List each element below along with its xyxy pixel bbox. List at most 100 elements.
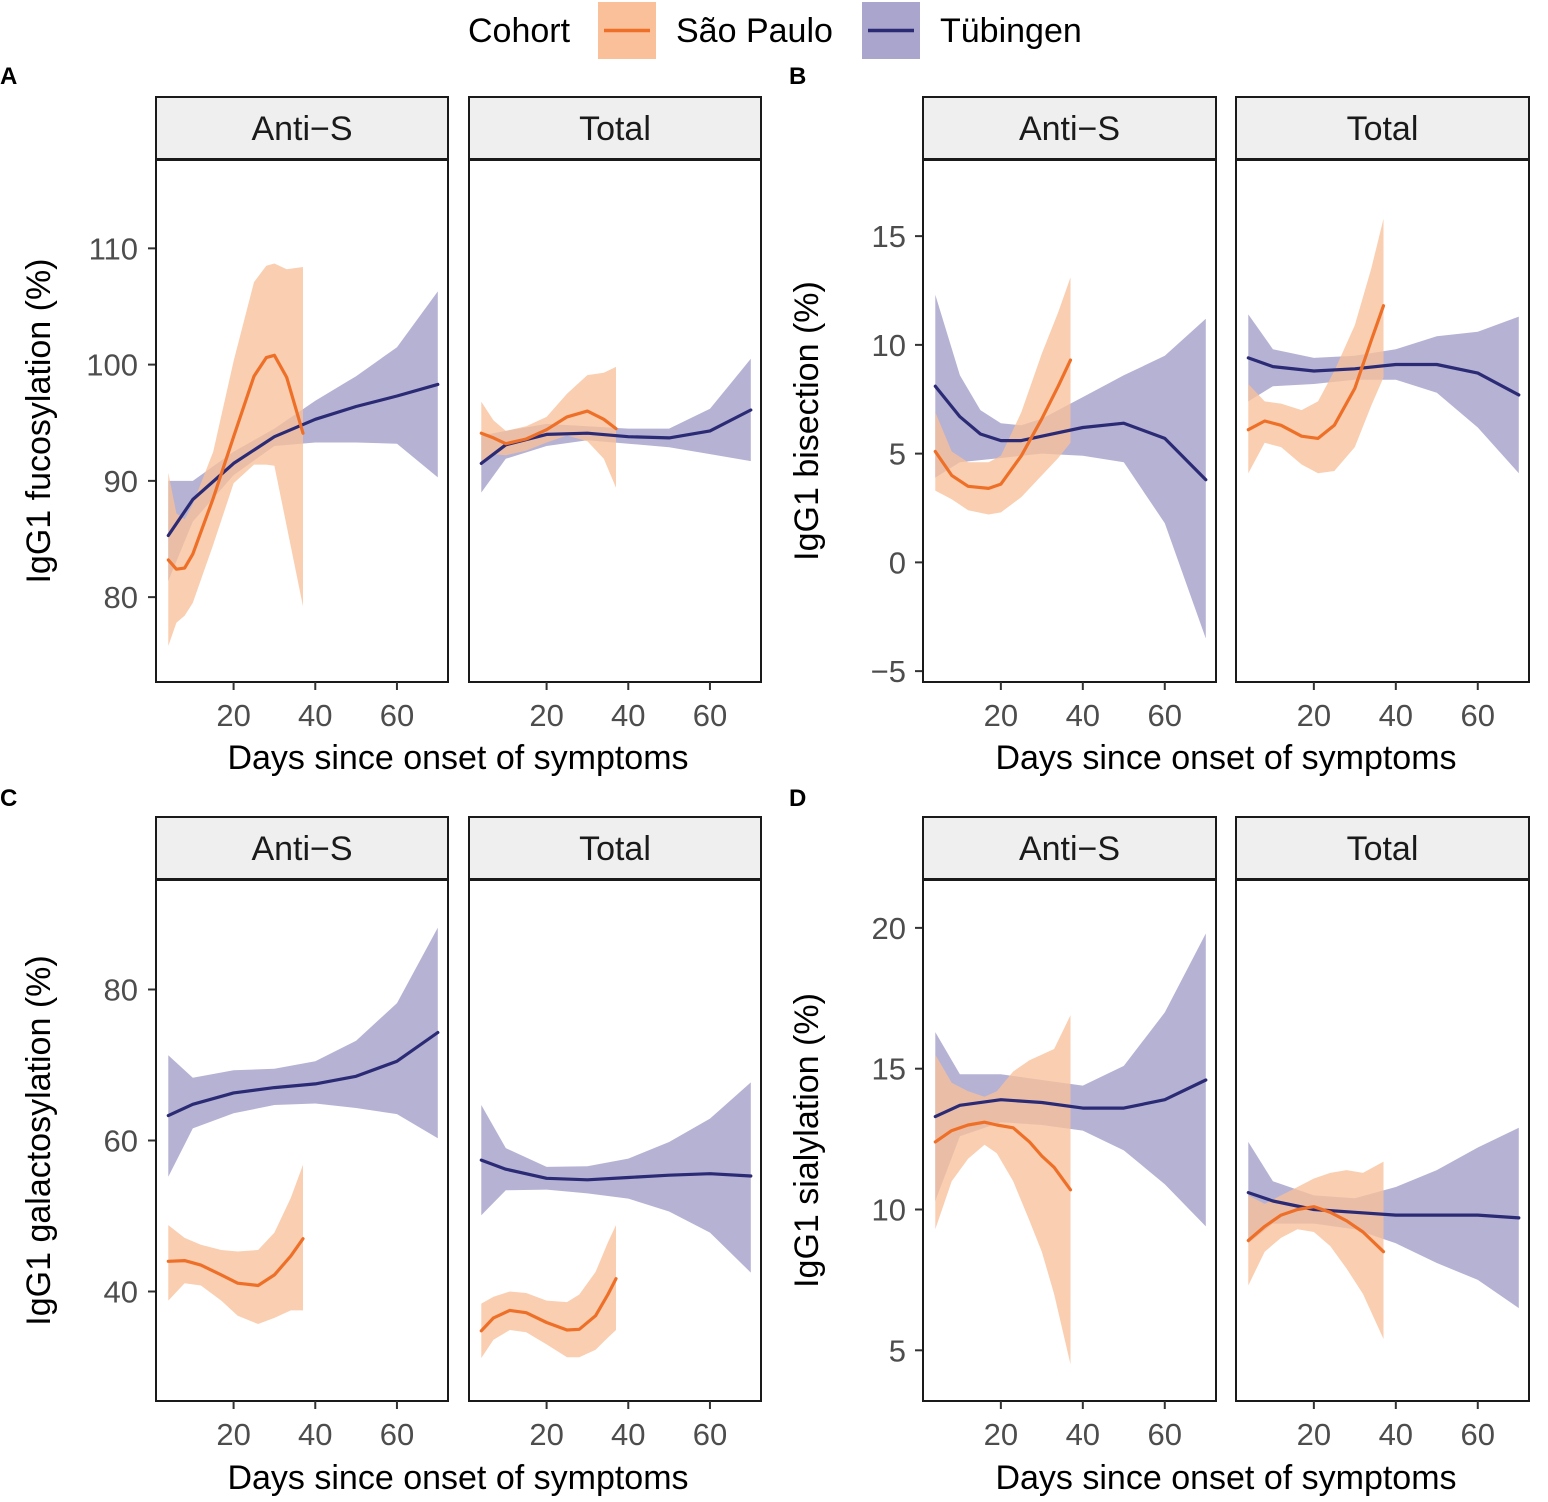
panel-tag: C bbox=[0, 785, 17, 812]
trend-line-tubingen bbox=[479, 1158, 753, 1182]
panel-tag: A bbox=[0, 63, 17, 90]
x-tick-label: 40 bbox=[1066, 698, 1100, 733]
trend-line-sao-paulo bbox=[933, 1120, 1073, 1192]
x-tick-label: 40 bbox=[298, 1417, 332, 1452]
confidence-band-tubingen bbox=[935, 294, 1206, 639]
facet-strip bbox=[155, 96, 449, 160]
trend-line-sao-paulo bbox=[166, 353, 305, 571]
y-tick-label: 0 bbox=[889, 545, 906, 580]
trend-line-sao-paulo bbox=[479, 1277, 618, 1333]
legend: Cohort São Paulo Tübingen bbox=[468, 2, 1082, 59]
y-tick-label: 90 bbox=[104, 464, 138, 499]
trend-line-sao-paulo bbox=[166, 1237, 305, 1288]
facet-strip bbox=[1235, 96, 1530, 160]
trend-line-sao-paulo bbox=[479, 409, 618, 446]
y-tick-label: 10 bbox=[872, 1192, 906, 1227]
x-tick-label: 20 bbox=[529, 1417, 563, 1452]
facet-anti-s: Anti−S 20 40 60 bbox=[922, 816, 1217, 1452]
x-tick-label: 40 bbox=[1066, 1417, 1100, 1452]
panel-c: C IgG1 galactosylation (%) 40 60 80 Days sinc… bbox=[0, 785, 762, 1497]
confidence-band-tubingen bbox=[168, 291, 438, 581]
facet-anti-s: Anti−S 20 40 60 bbox=[922, 96, 1217, 733]
y-tick-label: 5 bbox=[889, 1333, 906, 1368]
x-tick-label: 60 bbox=[1148, 1417, 1182, 1452]
confidence-band-sao-paulo bbox=[1248, 1161, 1384, 1339]
trend-line-tubingen bbox=[933, 1078, 1208, 1119]
confidence-band-tubingen bbox=[481, 358, 751, 493]
x-tick-label: 40 bbox=[298, 698, 332, 733]
y-tick-label: 15 bbox=[872, 219, 906, 254]
confidence-band-sao-paulo bbox=[935, 277, 1071, 515]
x-tick-label: 20 bbox=[1297, 698, 1331, 733]
facet-strip-label: Total bbox=[1347, 110, 1419, 148]
facet-strip-label: Anti−S bbox=[251, 830, 352, 868]
confidence-band-tubingen bbox=[1248, 314, 1519, 474]
x-tick-label: 20 bbox=[984, 698, 1018, 733]
trend-line-sao-paulo bbox=[1246, 304, 1386, 440]
plot-border bbox=[1235, 879, 1530, 1402]
y-tick-label: 15 bbox=[872, 1052, 906, 1087]
facet-anti-s: Anti−S 20 40 60 bbox=[155, 816, 449, 1452]
y-tick-label: 5 bbox=[889, 437, 906, 472]
panel-a: A IgG1 fucosylation (%) 80 90 100 110 Days sin… bbox=[0, 63, 762, 777]
facet-strip-label: Total bbox=[579, 110, 651, 148]
series-group bbox=[933, 277, 1208, 639]
facet-strip bbox=[922, 96, 1217, 160]
facet-strip bbox=[155, 816, 449, 880]
panel-tag: D bbox=[789, 785, 806, 812]
plot-border bbox=[922, 159, 1217, 683]
plot-area bbox=[156, 880, 448, 1401]
trend-line-tubingen bbox=[166, 1030, 440, 1118]
x-tick-label: 20 bbox=[216, 1417, 250, 1452]
x-tick-label: 20 bbox=[1297, 1417, 1331, 1452]
trend-line-tubingen bbox=[1246, 1190, 1521, 1220]
plot-border bbox=[155, 159, 449, 683]
series-group bbox=[479, 358, 753, 493]
y-axis-title: IgG1 galactosylation (%) bbox=[20, 955, 58, 1325]
x-tick-label: 60 bbox=[693, 698, 727, 733]
confidence-band-sao-paulo bbox=[168, 1164, 303, 1324]
facet-total: Total 20 40 60 bbox=[468, 816, 762, 1452]
series-group bbox=[933, 933, 1208, 1365]
plot-border bbox=[468, 159, 762, 683]
plot-border bbox=[155, 879, 449, 1402]
y-tick-label: 10 bbox=[872, 328, 906, 363]
facet-strip-label: Total bbox=[579, 830, 651, 868]
y-tick-label: −5 bbox=[871, 654, 906, 689]
y-axis-title: IgG1 bisection (%) bbox=[788, 281, 826, 561]
x-tick-label: 60 bbox=[1148, 698, 1182, 733]
trend-line-tubingen bbox=[1246, 356, 1521, 397]
y-tick-label: 20 bbox=[872, 911, 906, 946]
facet-anti-s: Anti−S 20 40 60 bbox=[155, 96, 449, 733]
x-tick-label: 40 bbox=[1379, 1417, 1413, 1452]
panel-b: B IgG1 bisection (%) −5 0 5 10 15 Days since on… bbox=[788, 63, 1530, 777]
x-tick-label: 40 bbox=[1379, 698, 1413, 733]
x-axis-title: Days since onset of symptoms bbox=[995, 1459, 1456, 1497]
facet-strip-label: Anti−S bbox=[1019, 830, 1120, 868]
plot-border bbox=[1235, 159, 1530, 683]
x-tick-label: 20 bbox=[216, 698, 250, 733]
trend-line-tubingen bbox=[166, 382, 440, 538]
y-axis-title: IgG1 fucosylation (%) bbox=[20, 258, 58, 583]
series-group bbox=[1246, 218, 1521, 474]
confidence-band-sao-paulo bbox=[168, 263, 303, 646]
x-tick-label: 20 bbox=[984, 1417, 1018, 1452]
confidence-band-tubingen bbox=[935, 933, 1206, 1227]
legend-title: Cohort bbox=[468, 12, 571, 50]
facet-strip-label: Anti−S bbox=[1019, 110, 1120, 148]
facet-strip bbox=[468, 816, 762, 880]
trend-line-sao-paulo bbox=[1246, 1205, 1386, 1254]
y-tick-label: 80 bbox=[104, 972, 138, 1007]
x-tick-label: 40 bbox=[611, 698, 645, 733]
y-axis-title: IgG1 sialylation (%) bbox=[788, 993, 826, 1288]
facet-strip bbox=[468, 96, 762, 160]
legend-label-tubingen: Tübingen bbox=[940, 12, 1082, 50]
y-tick-label: 60 bbox=[104, 1124, 138, 1159]
x-tick-label: 60 bbox=[693, 1417, 727, 1452]
facet-strip-label: Total bbox=[1347, 830, 1419, 868]
x-axis-title: Days since onset of symptoms bbox=[227, 1459, 688, 1497]
facet-total: Total 20 40 60 bbox=[468, 96, 762, 733]
facet-strip bbox=[922, 816, 1217, 880]
